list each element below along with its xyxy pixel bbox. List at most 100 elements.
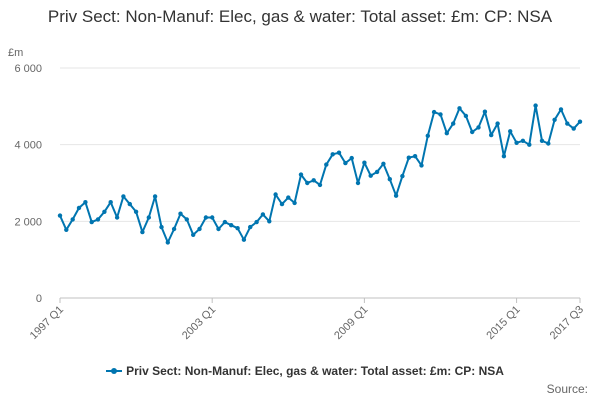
data-point[interactable] (508, 129, 513, 134)
data-point[interactable] (438, 112, 443, 117)
data-point[interactable] (159, 224, 164, 230)
data-point[interactable] (210, 215, 215, 220)
data-point[interactable] (362, 160, 367, 165)
data-point[interactable] (558, 107, 564, 112)
data-point[interactable] (127, 201, 132, 207)
data-point[interactable] (514, 140, 519, 145)
y-tick-label: 4 000 (14, 140, 42, 152)
data-point[interactable] (457, 106, 462, 111)
data-point[interactable] (216, 226, 221, 232)
data-point[interactable] (133, 209, 139, 214)
data-point[interactable] (57, 213, 63, 218)
y-tick-label: 0 (36, 293, 42, 305)
x-axis (59, 297, 581, 303)
data-point[interactable] (374, 169, 380, 175)
data-point[interactable] (114, 215, 120, 220)
series-plot (57, 103, 583, 245)
data-point[interactable] (229, 223, 234, 228)
data-point[interactable] (70, 217, 75, 222)
data-point[interactable] (451, 121, 456, 126)
data-point[interactable] (520, 138, 526, 143)
data-point[interactable] (121, 194, 126, 199)
data-point[interactable] (552, 117, 557, 123)
data-point[interactable] (203, 215, 209, 220)
legend-series-label: Priv Sect: Non-Manuf: Elec, gas & water:… (126, 364, 504, 378)
data-point[interactable] (533, 103, 538, 108)
y-axis-unit-label: £m (8, 47, 24, 59)
data-point[interactable] (412, 154, 418, 159)
data-point[interactable] (89, 219, 94, 225)
data-point[interactable] (146, 215, 151, 220)
data-point[interactable] (425, 133, 430, 138)
data-point[interactable] (444, 131, 449, 136)
data-point[interactable] (336, 150, 342, 155)
data-point[interactable] (565, 121, 570, 126)
data-point[interactable] (470, 129, 475, 135)
x-tick-label: 2009 Q1 (332, 304, 370, 342)
data-point[interactable] (311, 178, 316, 183)
data-point[interactable] (305, 180, 310, 186)
data-point[interactable] (222, 219, 228, 225)
data-point[interactable] (495, 121, 500, 126)
data-point[interactable] (292, 200, 297, 206)
data-point[interactable] (95, 217, 101, 222)
data-point[interactable] (260, 212, 266, 217)
data-point[interactable] (76, 205, 82, 211)
data-point[interactable] (241, 237, 247, 242)
x-tick-label: 2017 Q3 (548, 304, 586, 342)
data-point[interactable] (381, 161, 386, 166)
source-label: Source: (546, 382, 588, 396)
data-point[interactable] (64, 227, 69, 232)
data-point[interactable] (355, 180, 361, 186)
data-point[interactable] (571, 126, 576, 131)
data-point[interactable] (140, 229, 145, 235)
data-point[interactable] (298, 172, 304, 177)
data-point[interactable] (254, 219, 259, 225)
x-tick-label: 1997 Q1 (28, 304, 66, 342)
data-point[interactable] (178, 211, 183, 216)
data-point[interactable] (273, 192, 278, 197)
legend[interactable]: Priv Sect: Non-Manuf: Elec, gas & water:… (55, 364, 555, 378)
data-point[interactable] (501, 154, 507, 159)
data-point[interactable] (108, 200, 113, 205)
data-point[interactable] (577, 119, 583, 124)
data-point[interactable] (152, 194, 158, 199)
x-tick-label: 2003 Q1 (180, 304, 218, 342)
data-point[interactable] (286, 195, 291, 200)
data-point[interactable] (279, 201, 285, 207)
data-point[interactable] (330, 152, 335, 157)
data-point[interactable] (489, 132, 494, 138)
data-point[interactable] (191, 232, 196, 237)
data-point[interactable] (197, 226, 202, 232)
data-point[interactable] (171, 226, 177, 232)
data-point[interactable] (317, 182, 323, 188)
data-point[interactable] (546, 141, 551, 146)
y-tick-label: 2 000 (14, 216, 42, 228)
data-point[interactable] (482, 109, 488, 114)
data-point[interactable] (527, 142, 532, 147)
data-point[interactable] (324, 162, 329, 167)
x-tick-labels: 1997 Q1 2003 Q1 2009 Q1 2015 Q1 2017 Q3 (28, 304, 586, 342)
data-point[interactable] (463, 113, 469, 119)
data-point[interactable] (400, 173, 405, 179)
data-point[interactable] (539, 138, 545, 143)
data-point[interactable] (267, 219, 272, 224)
data-point[interactable] (406, 155, 411, 160)
data-point[interactable] (248, 224, 253, 230)
data-point[interactable] (235, 226, 240, 231)
data-point[interactable] (349, 155, 354, 161)
data-point[interactable] (368, 173, 373, 178)
data-point[interactable] (184, 217, 189, 222)
x-tick-label: 2015 Q1 (484, 304, 522, 342)
data-point[interactable] (393, 193, 399, 198)
data-point[interactable] (419, 163, 424, 168)
data-point[interactable] (431, 109, 437, 115)
data-point[interactable] (476, 125, 481, 130)
data-point[interactable] (387, 177, 392, 182)
data-point[interactable] (83, 200, 88, 205)
data-point[interactable] (102, 209, 107, 214)
y-tick-label: 6 000 (14, 63, 42, 75)
data-point[interactable] (343, 160, 348, 166)
data-point[interactable] (165, 240, 170, 245)
